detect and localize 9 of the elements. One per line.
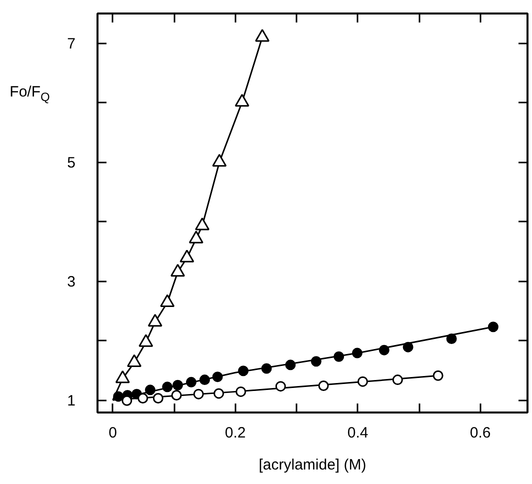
y-tick-label: 7 — [67, 36, 76, 53]
y-tick-label: 1 — [67, 392, 76, 410]
x-axis-title: [acrylamide] (M) — [258, 456, 366, 474]
y-tick-label: 3 — [67, 274, 76, 291]
x-tick-label: 0.6 — [470, 424, 491, 442]
x-tick-label: 0.4 — [347, 424, 368, 442]
x-tick-label: 0 — [108, 424, 117, 442]
y-tick-label: 5 — [67, 154, 76, 172]
x-tick-label: 0.2 — [224, 424, 246, 442]
